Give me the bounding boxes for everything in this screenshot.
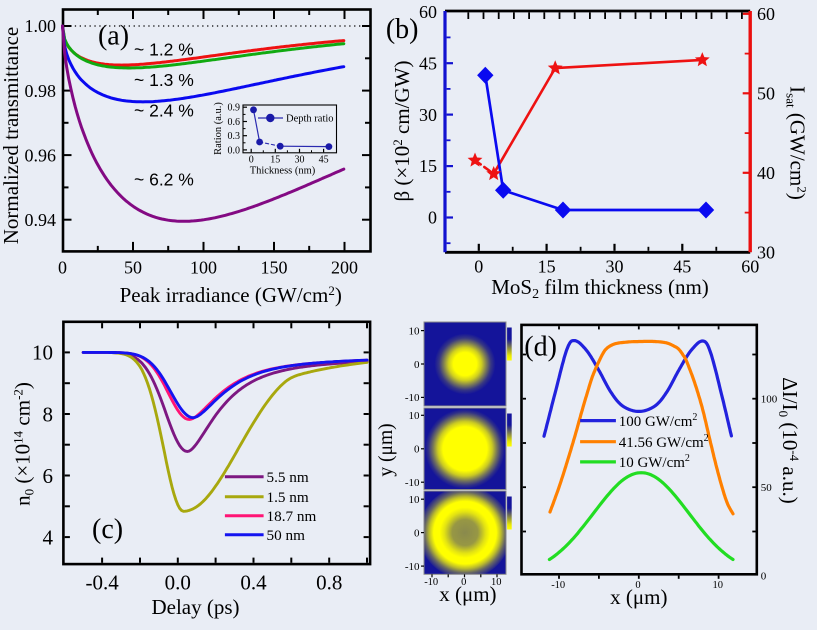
svg-text:8: 8 — [43, 402, 54, 426]
svg-text:0: 0 — [414, 359, 420, 371]
svg-text:0.8: 0.8 — [316, 571, 342, 595]
svg-text:0: 0 — [249, 154, 254, 165]
svg-text:0.0: 0.0 — [228, 145, 241, 156]
svg-text:0.4: 0.4 — [240, 571, 267, 595]
svg-text:-10: -10 — [405, 561, 420, 573]
svg-text:50: 50 — [124, 258, 142, 278]
svg-text:0: 0 — [414, 444, 420, 456]
svg-text:0.94: 0.94 — [25, 210, 57, 230]
svg-text:200: 200 — [331, 258, 358, 278]
svg-text:30: 30 — [295, 154, 305, 165]
svg-text:45: 45 — [419, 53, 437, 73]
svg-text:100: 100 — [761, 394, 778, 406]
svg-text:0.6: 0.6 — [228, 117, 241, 128]
svg-text:30: 30 — [757, 243, 775, 263]
svg-text:6: 6 — [43, 464, 54, 488]
svg-text:45: 45 — [673, 257, 691, 277]
svg-text:1.00: 1.00 — [25, 16, 57, 36]
svg-text:1.5 nm: 1.5 nm — [267, 489, 309, 506]
svg-text:4: 4 — [43, 525, 54, 549]
svg-text:-0.4: -0.4 — [85, 571, 119, 595]
svg-text:Delay (ps): Delay (ps) — [151, 595, 239, 619]
svg-text:45: 45 — [319, 154, 329, 165]
svg-text:100 GW/cm2: 100 GW/cm2 — [619, 412, 698, 430]
svg-text:40: 40 — [757, 163, 775, 183]
svg-text:30: 30 — [419, 105, 437, 125]
svg-text:(b): (b) — [386, 14, 419, 45]
svg-text:Ration (a.u.): Ration (a.u.) — [213, 102, 224, 155]
svg-text:Depth ratio: Depth ratio — [286, 114, 334, 125]
svg-text:0.9: 0.9 — [228, 103, 241, 114]
svg-text:60: 60 — [419, 2, 437, 22]
svg-text:0.0: 0.0 — [165, 571, 191, 595]
svg-text:10: 10 — [491, 577, 502, 588]
svg-text:50: 50 — [757, 84, 775, 104]
svg-text:Peak irradiance (GW/cm2): Peak irradiance (GW/cm2) — [120, 283, 342, 307]
svg-text:30: 30 — [606, 257, 624, 277]
svg-text:~ 2.4 %: ~ 2.4 % — [134, 101, 194, 121]
svg-text:60: 60 — [741, 257, 759, 277]
svg-text:10 GW/cm2: 10 GW/cm2 — [619, 453, 690, 471]
svg-text:41.56 GW/cm2: 41.56 GW/cm2 — [619, 433, 709, 451]
svg-text:15: 15 — [270, 154, 280, 165]
svg-text:10: 10 — [409, 325, 421, 337]
svg-text:0: 0 — [58, 258, 67, 278]
svg-text:100: 100 — [190, 258, 217, 278]
svg-text:18.7 nm: 18.7 nm — [267, 508, 317, 525]
svg-text:-10: -10 — [551, 580, 565, 591]
svg-text:MoS2 film thickness (nm): MoS2 film thickness (nm) — [491, 275, 709, 302]
svg-text:~ 1.2 %: ~ 1.2 % — [134, 40, 194, 60]
svg-text:15: 15 — [538, 257, 556, 277]
svg-text:10: 10 — [409, 410, 421, 422]
svg-text:10: 10 — [32, 341, 53, 365]
svg-text:x (μm): x (μm) — [610, 585, 667, 609]
svg-text:0: 0 — [761, 571, 767, 583]
svg-text:0: 0 — [474, 257, 483, 277]
svg-text:~ 6.2 %: ~ 6.2 % — [134, 170, 194, 190]
svg-text:0.3: 0.3 — [228, 131, 241, 142]
svg-text:Normalized transmittance: Normalized transmittance — [0, 27, 23, 245]
svg-text:0.98: 0.98 — [25, 81, 57, 101]
svg-text:10: 10 — [409, 494, 421, 506]
svg-text:~ 1.3 %: ~ 1.3 % — [134, 70, 194, 90]
svg-text:y (μm): y (μm) — [376, 423, 397, 476]
svg-text:0: 0 — [635, 580, 640, 591]
svg-text:β (×102 cm/GW): β (×102 cm/GW) — [390, 60, 414, 201]
svg-text:10: 10 — [713, 580, 724, 591]
svg-text:5.5 nm: 5.5 nm — [267, 469, 309, 486]
svg-text:Thickness (nm): Thickness (nm) — [250, 166, 316, 177]
svg-text:0: 0 — [414, 527, 420, 539]
svg-text:(c): (c) — [92, 514, 123, 545]
svg-text:-10: -10 — [405, 392, 420, 404]
svg-text:-10: -10 — [424, 577, 438, 588]
svg-text:0.96: 0.96 — [25, 145, 57, 165]
svg-text:(d): (d) — [524, 332, 557, 363]
svg-text:-10: -10 — [405, 477, 420, 489]
svg-text:60: 60 — [757, 4, 775, 24]
svg-text:0: 0 — [428, 208, 437, 228]
svg-text:x (μm): x (μm) — [439, 582, 496, 606]
svg-text:50: 50 — [761, 482, 773, 494]
svg-text:50 nm: 50 nm — [267, 527, 306, 544]
svg-text:n0 (×1014 cm-2): n0 (×1014 cm-2) — [11, 382, 37, 506]
svg-text:15: 15 — [419, 156, 437, 176]
svg-text:(a): (a) — [98, 21, 129, 52]
svg-text:0: 0 — [461, 577, 466, 588]
svg-text:ΔI/I0 (10-4 a.u.): ΔI/I0 (10-4 a.u.) — [776, 377, 802, 504]
svg-text:150: 150 — [261, 258, 288, 278]
